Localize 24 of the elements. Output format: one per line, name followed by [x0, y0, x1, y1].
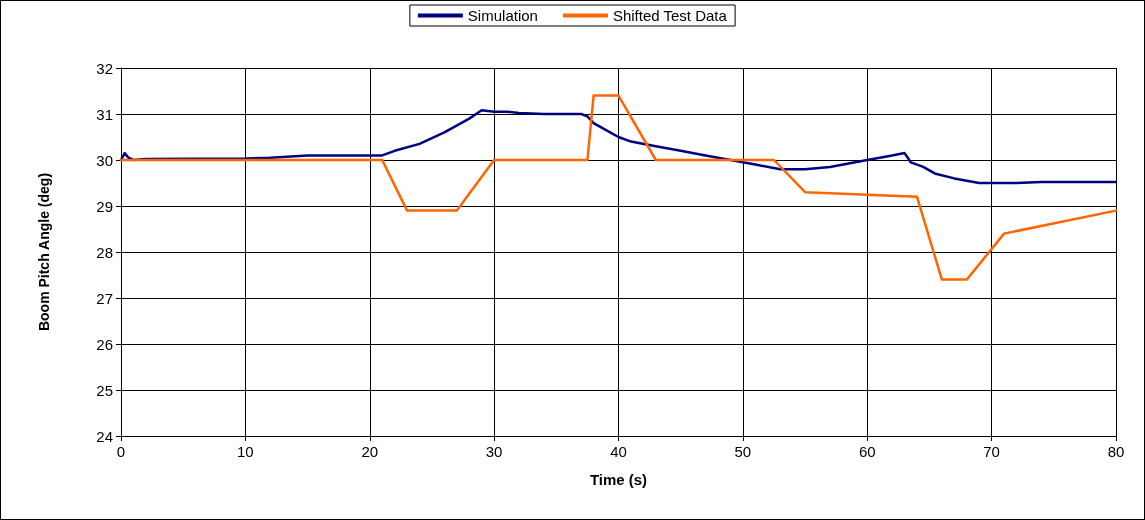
x-tick-label: 50 [734, 443, 752, 460]
y-tick-label: 25 [96, 381, 113, 399]
x-tick-label: 80 [1107, 443, 1125, 460]
y-tick-label: 31 [96, 105, 113, 123]
x-tick-label: 60 [858, 443, 876, 460]
y-tick-label: 27 [96, 289, 113, 307]
x-tick-label: 40 [610, 443, 627, 460]
x-tick-label: 30 [485, 443, 503, 460]
legend-label: Shifted Test Data [612, 7, 728, 24]
y-tick-label: 32 [96, 59, 113, 77]
y-tick-label: 26 [96, 335, 113, 353]
y-tick-label: 24 [96, 427, 113, 445]
y-tick-label: 28 [96, 243, 113, 261]
x-tick-label: 10 [237, 443, 254, 460]
y-tick-label: 29 [96, 197, 113, 215]
x-axis-title: Time (s) [589, 471, 648, 488]
x-tick-label: 20 [361, 443, 379, 460]
y-axis-title: Boom Pitch Angle (deg) [36, 172, 52, 332]
x-tick-label: 0 [116, 443, 126, 460]
legend-label: Simulation [467, 7, 538, 24]
line-series [119, 109, 1118, 185]
line-series [119, 94, 1118, 281]
y-tick-label: 30 [96, 151, 113, 169]
x-tick-label: 70 [983, 443, 1000, 460]
